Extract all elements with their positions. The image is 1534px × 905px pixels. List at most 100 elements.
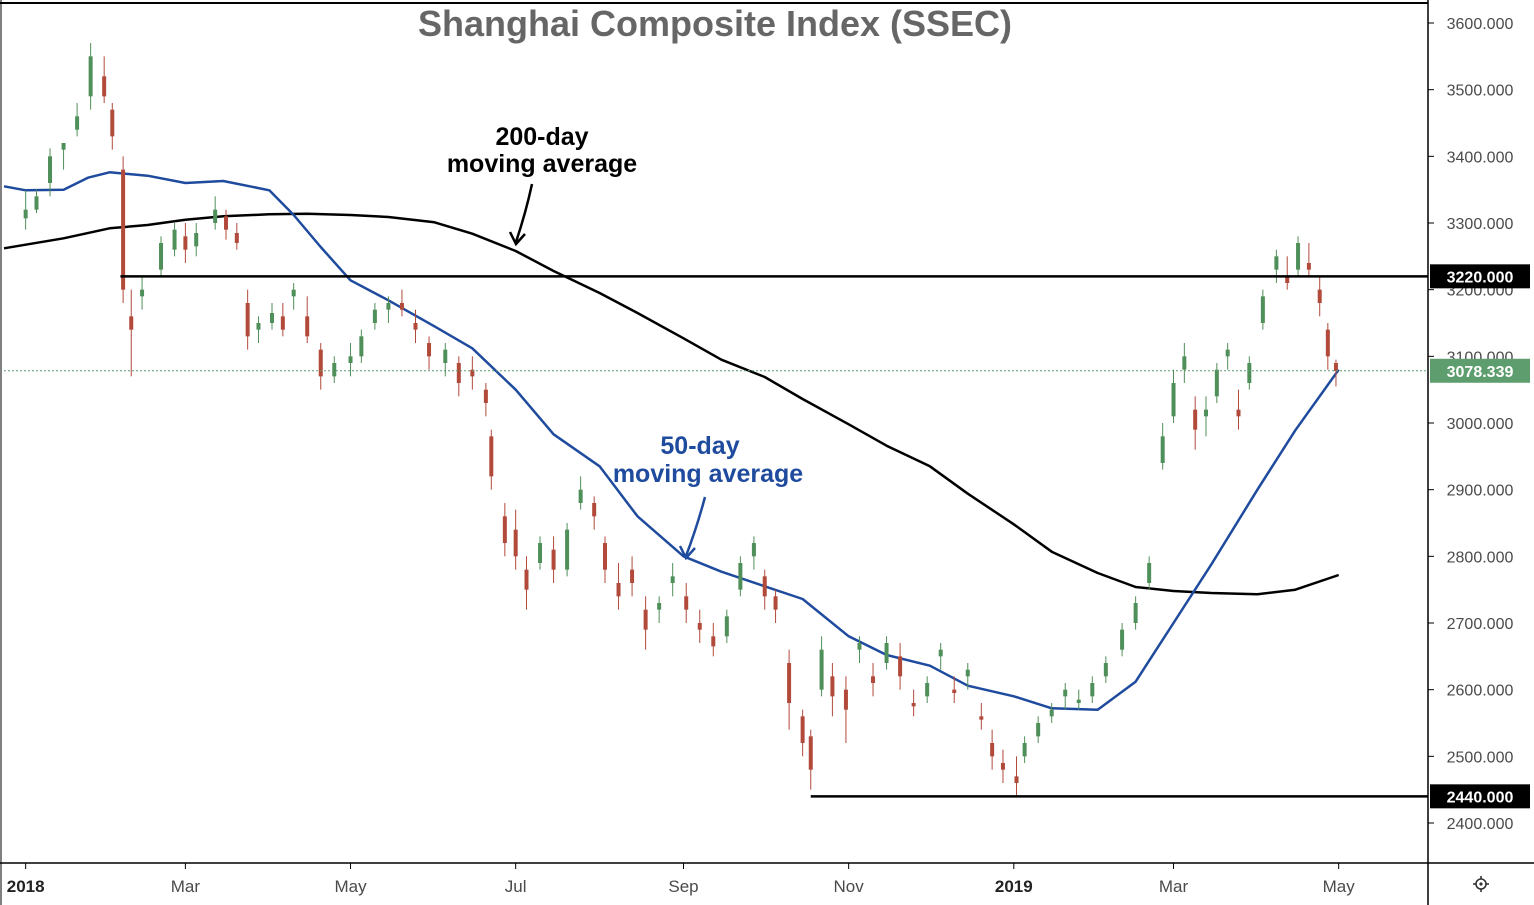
- candle: [592, 496, 597, 530]
- candle: [483, 383, 488, 417]
- candle: [513, 509, 518, 570]
- candle: [359, 329, 364, 363]
- candle: [245, 289, 250, 350]
- candle: [159, 236, 164, 277]
- candle: [194, 223, 199, 257]
- candle: [538, 536, 543, 570]
- candle: [578, 476, 583, 510]
- y-tick-label: 3500.000: [1447, 83, 1514, 100]
- candle: [1049, 703, 1054, 723]
- candle: [884, 636, 889, 670]
- candle: [524, 556, 529, 610]
- moving-averages: [3, 171, 1340, 711]
- candle: [61, 143, 66, 170]
- candle: [1260, 289, 1265, 330]
- y-tick-label: 2600.000: [1447, 683, 1514, 700]
- candle: [213, 196, 218, 230]
- candle: [773, 589, 778, 623]
- y-tick-label: 2700.000: [1447, 616, 1514, 633]
- candle: [1133, 596, 1138, 630]
- candle: [129, 289, 134, 377]
- candle: [1325, 323, 1330, 370]
- candle: [925, 676, 930, 703]
- candle: [808, 729, 813, 790]
- candle: [630, 556, 635, 597]
- candle: [616, 563, 621, 610]
- candle: [1022, 736, 1027, 763]
- candle: [172, 223, 177, 257]
- candle: [256, 316, 261, 343]
- candle: [938, 643, 943, 670]
- horizontal-levels: 3220.000 2440.000 3078.339: [4, 264, 1530, 809]
- candle: [1296, 236, 1301, 277]
- y-tick-label: 3000.000: [1447, 416, 1514, 433]
- price-axis: 3600.0003500.0003400.0003300.0003200.000…: [1428, 16, 1513, 833]
- candle: [684, 583, 689, 623]
- candle: [48, 148, 53, 197]
- candle: [551, 536, 556, 583]
- ma50-annotation: 50-day moving average: [613, 432, 803, 561]
- candle: [1225, 343, 1230, 370]
- candle: [332, 356, 337, 383]
- y-tick-label: 3600.000: [1447, 16, 1514, 33]
- candle: [787, 649, 792, 730]
- candle: [121, 156, 126, 303]
- gear-icon[interactable]: [1473, 876, 1489, 892]
- candle: [183, 223, 188, 263]
- x-tick-label: Sep: [668, 877, 698, 896]
- candle: [1274, 249, 1279, 283]
- candle: [800, 709, 805, 757]
- candle: [697, 609, 702, 643]
- ma200-label-line1: 200-day: [495, 123, 588, 151]
- candle: [456, 356, 461, 397]
- candle: [23, 190, 28, 230]
- y-tick-label: 2800.000: [1447, 549, 1514, 566]
- candle: [1236, 389, 1241, 430]
- candle: [1090, 676, 1095, 703]
- candle: [711, 623, 716, 657]
- candle: [1036, 716, 1041, 743]
- candle: [270, 303, 275, 330]
- level-badge-label-1: 2440.000: [1447, 789, 1514, 806]
- x-tick-label: 2018: [7, 877, 45, 896]
- candle: [372, 303, 377, 330]
- candle: [1204, 396, 1209, 437]
- candle: [291, 283, 296, 310]
- candle: [348, 343, 353, 377]
- level-badge-label-0: 3220.000: [1447, 269, 1514, 286]
- candle: [990, 729, 995, 770]
- candle: [305, 296, 310, 343]
- candle: [871, 663, 876, 697]
- chart-title: Shanghai Composite Index (SSEC): [418, 3, 1012, 44]
- candle: [965, 663, 970, 690]
- candle: [603, 536, 608, 583]
- candle: [318, 343, 323, 390]
- candle: [140, 276, 145, 310]
- candle: [952, 676, 957, 703]
- time-axis: 2018 Mar May Jul Sep Nov 2019 Mar May: [7, 863, 1355, 896]
- candle: [819, 636, 824, 697]
- candle: [1000, 749, 1005, 783]
- candle: [1120, 623, 1125, 657]
- candle: [386, 296, 391, 323]
- candle: [427, 336, 432, 370]
- candle: [88, 43, 93, 110]
- candle: [751, 536, 756, 570]
- x-tick-label: May: [1323, 877, 1356, 896]
- x-tick-label: Nov: [834, 877, 865, 896]
- candle: [738, 556, 743, 597]
- candle: [1103, 656, 1108, 683]
- candle: [1147, 556, 1152, 590]
- candle: [1306, 243, 1311, 277]
- candle: [857, 636, 862, 663]
- candle: [502, 503, 507, 557]
- y-tick-label: 2500.000: [1447, 749, 1514, 766]
- candle: [1076, 689, 1081, 710]
- candle: [1182, 343, 1187, 383]
- candle: [1247, 356, 1252, 390]
- candle: [1214, 363, 1219, 403]
- candle: [34, 189, 39, 213]
- level-badge-1: [1430, 784, 1530, 809]
- candle: [1193, 396, 1198, 450]
- last-price-badge: [1430, 358, 1530, 383]
